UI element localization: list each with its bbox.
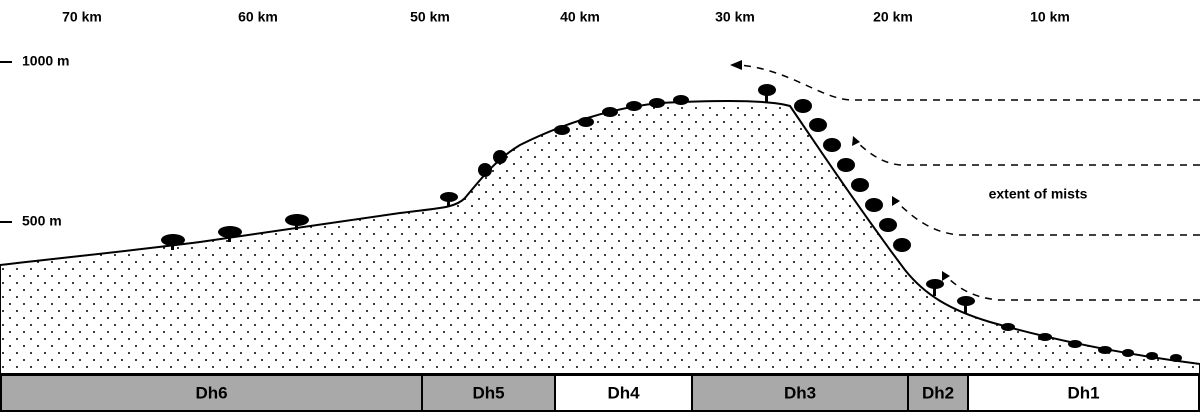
zone bbox=[421, 374, 556, 412]
mist-lines bbox=[739, 64, 1200, 301]
annotation: extent of mists bbox=[989, 186, 1088, 202]
distance-label: 20 km bbox=[873, 9, 913, 25]
distance-label: 30 km bbox=[715, 9, 755, 25]
zone bbox=[967, 374, 1200, 412]
zone-label: Dh2 bbox=[922, 383, 954, 402]
zone-label: Dh5 bbox=[472, 383, 504, 402]
zone bbox=[554, 374, 693, 412]
distance-label: 40 km bbox=[560, 9, 600, 25]
distance-labels: 70 km 60 km 50 km 40 km 30 km 20 km 10 k… bbox=[62, 9, 1070, 25]
zone-bar: Dh6 Dh5 Dh4 Dh3 Dh2 Dh1 bbox=[0, 374, 1200, 412]
mist-arrows bbox=[730, 60, 950, 281]
distance-label: 10 km bbox=[1030, 9, 1070, 25]
zone-label: Dh4 bbox=[607, 383, 640, 402]
elevation-label: 500 m bbox=[22, 213, 62, 229]
distance-label: 70 km bbox=[62, 9, 102, 25]
zone bbox=[0, 374, 423, 412]
zone-label: Dh1 bbox=[1067, 383, 1099, 402]
zone-label: Dh6 bbox=[195, 383, 227, 402]
distance-label: 50 km bbox=[410, 9, 450, 25]
elevation-label: 1000 m bbox=[22, 53, 69, 69]
zone-label: Dh3 bbox=[784, 383, 816, 402]
vegetation bbox=[161, 84, 1182, 362]
distance-label: 60 km bbox=[238, 9, 278, 25]
